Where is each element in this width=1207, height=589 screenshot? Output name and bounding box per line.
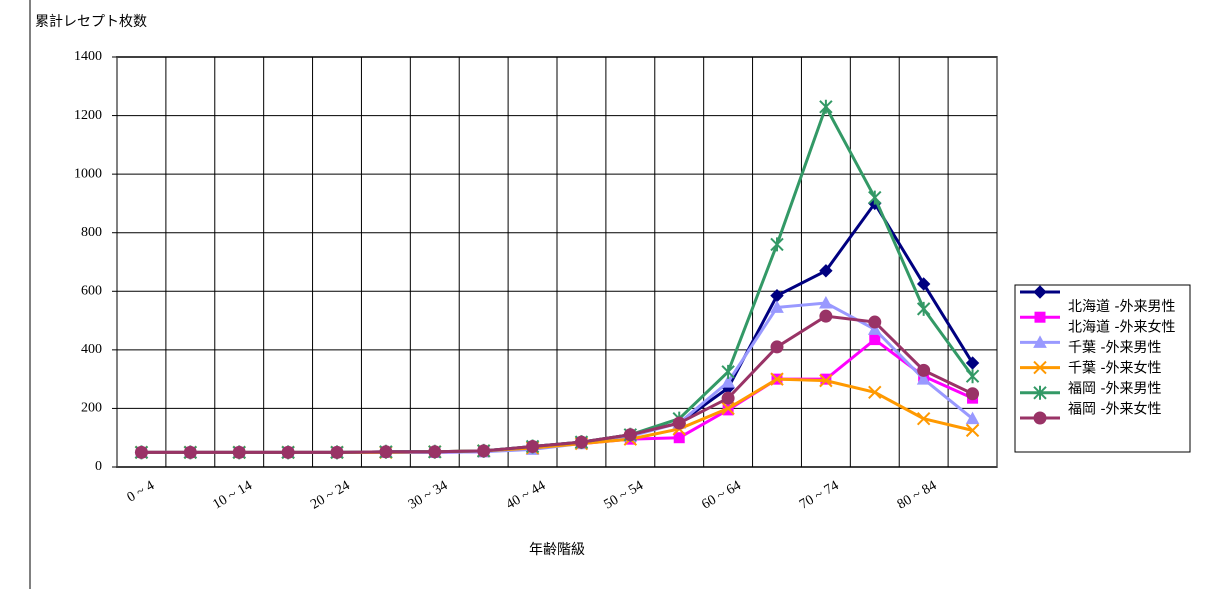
- series-line: [141, 314, 974, 454]
- x-tick-label: 50 ~ 54: [602, 478, 646, 512]
- marker: [770, 340, 784, 354]
- marker: [1033, 335, 1047, 348]
- marker: [183, 445, 197, 459]
- marker: [819, 373, 833, 388]
- legend-label: 北海道 -外来女性: [1068, 319, 1176, 336]
- marker: [916, 277, 931, 291]
- marker: [965, 411, 980, 425]
- marker: [965, 356, 980, 370]
- marker: [770, 237, 784, 252]
- y-tick-label: 0: [95, 459, 102, 474]
- marker: [721, 391, 735, 405]
- marker: [330, 445, 344, 459]
- marker: [1033, 411, 1047, 425]
- marker: [916, 301, 931, 316]
- y-axis-title: 累計レセプト枚数: [35, 14, 147, 30]
- marker: [134, 445, 148, 459]
- marker: [819, 264, 833, 278]
- x-tick-label: 20 ~ 24: [308, 478, 352, 512]
- x-tick-label: 10 ~ 14: [210, 478, 254, 512]
- marker: [232, 445, 246, 459]
- marker: [623, 428, 637, 442]
- marker: [869, 334, 881, 346]
- legend-label: 千葉 -外来女性: [1068, 360, 1162, 377]
- marker: [770, 300, 784, 313]
- y-tick-label: 600: [81, 284, 102, 299]
- marker: [965, 423, 980, 438]
- marker: [819, 99, 833, 114]
- marker: [721, 364, 735, 379]
- x-tick-label: 0 ~ 4: [125, 478, 157, 505]
- x-tick-label: 40 ~ 44: [504, 478, 548, 512]
- marker: [868, 385, 882, 400]
- marker: [916, 372, 931, 385]
- legend-label: 北海道 -外来男性: [1068, 299, 1176, 315]
- marker: [721, 401, 735, 416]
- y-tick-label: 200: [81, 401, 102, 416]
- marker: [916, 411, 931, 426]
- marker: [526, 440, 540, 453]
- marker: [672, 416, 686, 430]
- marker: [868, 190, 882, 205]
- y-tick-label: 1000: [74, 166, 102, 181]
- marker: [1033, 285, 1047, 299]
- marker: [1034, 311, 1046, 323]
- legend-label: 福岡 -外来女性: [1068, 401, 1162, 418]
- marker: [574, 435, 588, 449]
- legend-label: 福岡 -外来男性: [1068, 381, 1162, 397]
- marker: [917, 363, 931, 377]
- legend-label: 千葉 -外来男性: [1068, 340, 1162, 356]
- marker: [965, 369, 980, 384]
- x-tick-label: 70 ~ 74: [797, 478, 841, 512]
- marker: [868, 315, 882, 329]
- x-tick-label: 80 ~ 84: [895, 478, 939, 512]
- marker: [428, 445, 442, 459]
- marker: [721, 375, 735, 388]
- marker: [281, 445, 295, 459]
- marker: [867, 322, 882, 335]
- marker: [819, 295, 833, 309]
- marker: [477, 444, 491, 458]
- marker: [966, 387, 980, 401]
- x-tick-label: 60 ~ 64: [699, 478, 743, 512]
- x-tick-label: 30 ~ 34: [406, 478, 450, 512]
- marker: [819, 309, 833, 323]
- marker: [1033, 385, 1047, 400]
- x-axis-title: 年齢階級: [529, 542, 585, 558]
- marker: [379, 445, 393, 459]
- y-tick-label: 1400: [74, 49, 102, 64]
- marker: [770, 372, 784, 386]
- marker: [673, 432, 685, 444]
- y-tick-label: 800: [81, 225, 102, 240]
- marker: [1033, 360, 1047, 375]
- y-tick-label: 1200: [74, 108, 102, 123]
- y-tick-label: 400: [81, 342, 102, 357]
